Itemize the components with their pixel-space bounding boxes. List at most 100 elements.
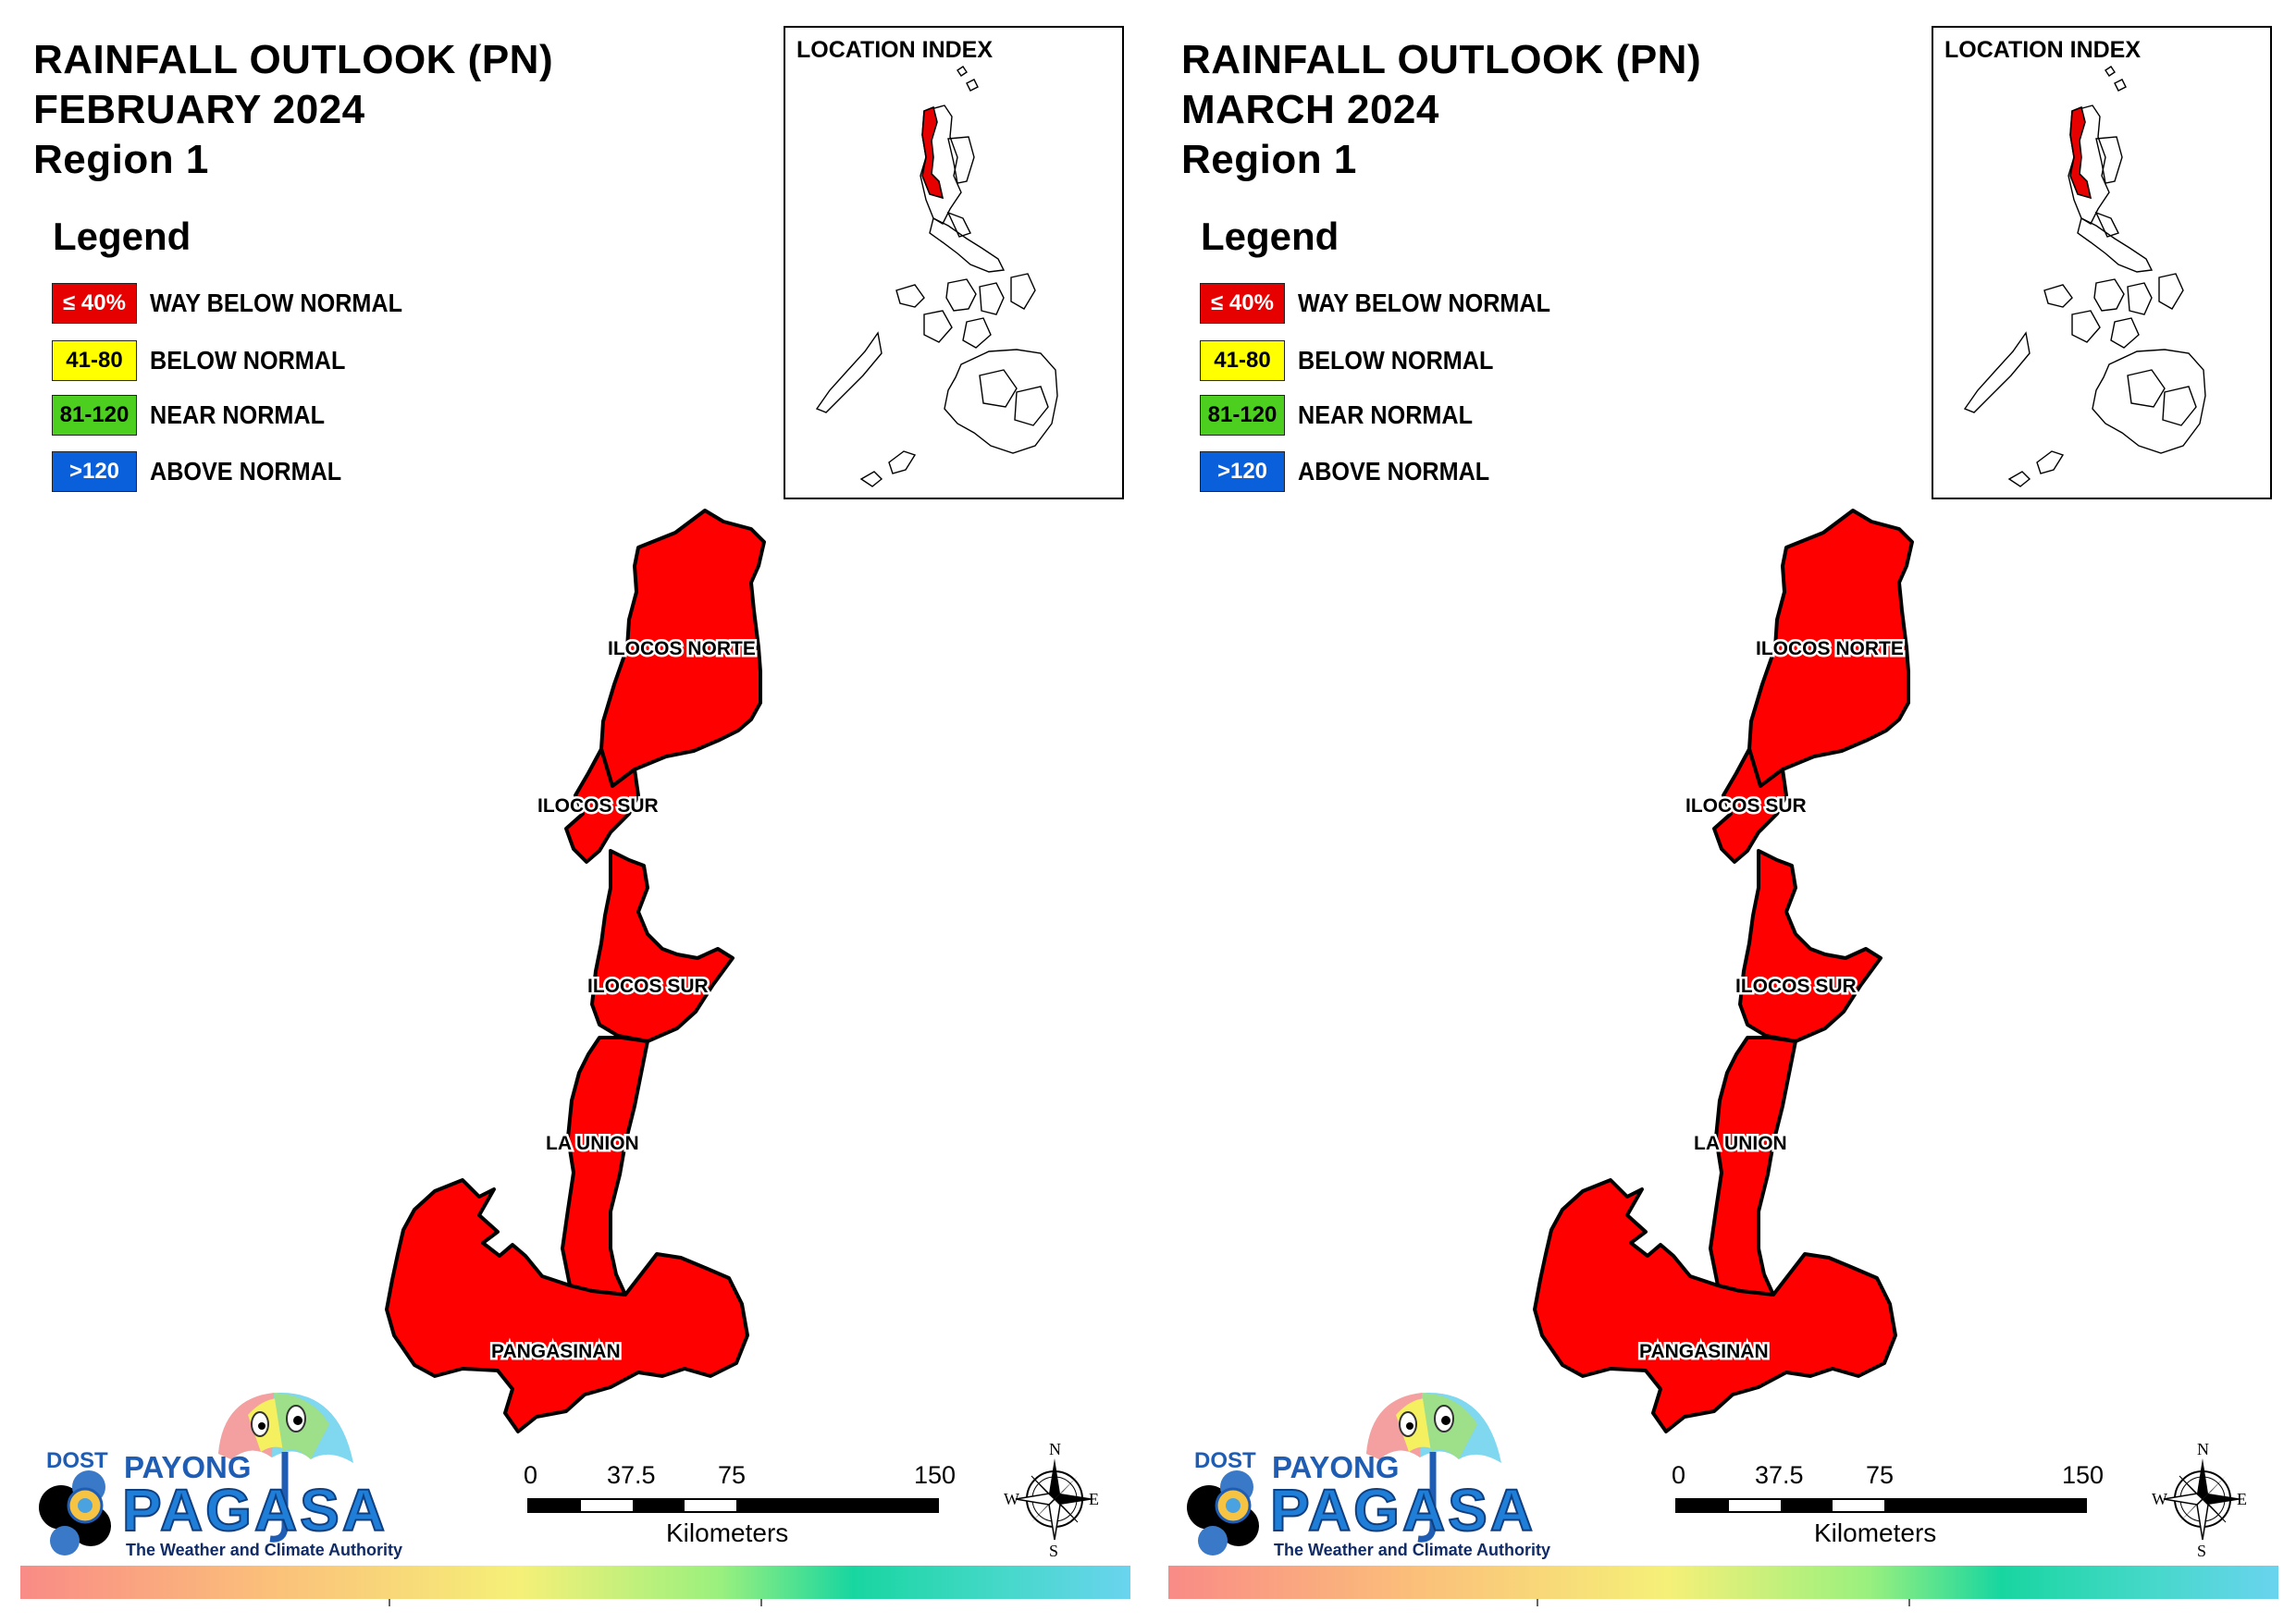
legend-item-above-normal: >120 ABOVE NORMAL	[1200, 450, 1511, 493]
region-1-province-map: ILOCOS NORTE ILOCOS SUR ILOCOS SUR LA UN…	[385, 509, 766, 1433]
legend-label: BELOW NORMAL	[150, 346, 346, 375]
outlook-panel-february: RAINFALL OUTLOOK (PN) FEBRUARY 2024 Regi…	[20, 26, 1130, 1606]
legend-swatch: ≤ 40%	[1200, 283, 1285, 324]
location-index-title: LOCATION INDEX	[1944, 37, 2142, 63]
province-label: ILOCOS SUR	[537, 795, 659, 817]
svg-text:W: W	[2152, 1490, 2167, 1508]
legend-item-above-normal: >120 ABOVE NORMAL	[52, 450, 363, 493]
svg-text:W: W	[1004, 1490, 1019, 1508]
svg-text:S: S	[2197, 1542, 2206, 1558]
location-index-box: LOCATION INDEX	[784, 26, 1124, 499]
scale-tick: 0	[1672, 1461, 1686, 1489]
province-label: LA UNION	[1694, 1133, 1787, 1154]
legend-swatch: ≤ 40%	[52, 283, 137, 324]
legend-title: Legend	[53, 215, 191, 258]
footer-gradient-bar	[20, 1566, 1130, 1599]
scale-tick: 37.5	[607, 1461, 656, 1489]
province-label: ILOCOS NORTE	[1756, 638, 1904, 659]
logo-payong: PAYONG	[124, 1450, 252, 1484]
legend-item-near-normal: 81-120 NEAR NORMAL	[52, 394, 344, 436]
scale-tick: 75	[1866, 1461, 1895, 1489]
compass-rose-icon: N S E W	[2152, 1440, 2247, 1558]
scale-tick: 75	[718, 1461, 747, 1489]
region-1-highlight	[2069, 105, 2092, 200]
title-region: Region 1	[1181, 137, 1357, 182]
province-ilocos-sur-south	[1738, 849, 1882, 1043]
location-index-title: LOCATION INDEX	[796, 37, 994, 63]
province-label: PANGASINAN	[491, 1341, 621, 1362]
map-title: RAINFALL OUTLOOK (PN) FEBRUARY 2024 Regi…	[33, 35, 553, 185]
scale-unit: Kilometers	[1814, 1518, 1937, 1547]
legend-item-way-below-normal: ≤ 40% WAY BELOW NORMAL	[52, 282, 430, 325]
umbrella-icon	[39, 1392, 353, 1555]
outlook-panel-march: RAINFALL OUTLOOK (PN) MARCH 2024 Region …	[1148, 0, 2296, 1623]
legend-label: ABOVE NORMAL	[1298, 457, 1490, 486]
logo-tagline: The Weather and Climate Authority	[126, 1541, 403, 1559]
footer-tick	[760, 1599, 762, 1606]
province-pangasinan	[1533, 1178, 1897, 1433]
logo-payong: PAYONG	[1272, 1450, 1400, 1484]
legend-label: ABOVE NORMAL	[150, 457, 342, 486]
title-month: MARCH 2024	[1181, 87, 1439, 132]
title-month: FEBRUARY 2024	[33, 87, 365, 132]
province-label: ILOCOS SUR	[1735, 976, 1857, 997]
province-ilocos-norte	[599, 509, 766, 788]
region-1-highlight	[921, 105, 944, 200]
philippines-index-map	[1963, 66, 2206, 487]
title-line-1: RAINFALL OUTLOOK (PN)	[33, 37, 554, 82]
province-la-union	[561, 1036, 649, 1297]
legend-swatch: 81-120	[1200, 395, 1285, 436]
legend-item-below-normal: 41-80 BELOW NORMAL	[52, 339, 367, 382]
legend-label: WAY BELOW NORMAL	[150, 289, 403, 317]
scale-bar: 0 37.5 75 150 Kilometers	[1672, 1461, 2104, 1563]
legend-swatch: >120	[52, 451, 137, 492]
legend-label: NEAR NORMAL	[150, 400, 325, 429]
scale-tick: 0	[524, 1461, 538, 1489]
province-pangasinan	[385, 1178, 749, 1433]
scale-bar-graphic	[527, 1498, 939, 1513]
legend-swatch: >120	[1200, 451, 1285, 492]
philippines-index-map	[815, 66, 1058, 487]
svg-text:S: S	[1049, 1542, 1058, 1558]
scale-tick: 150	[2062, 1461, 2105, 1489]
legend-item-near-normal: 81-120 NEAR NORMAL	[1200, 394, 1492, 436]
umbrella-icon	[1187, 1392, 1501, 1555]
province-label: ILOCOS NORTE	[608, 638, 756, 659]
map-title: RAINFALL OUTLOOK (PN) MARCH 2024 Region …	[1181, 35, 1701, 185]
logo-pagasa: PAGASA	[1269, 1476, 1537, 1544]
svg-text:N: N	[2197, 1440, 2209, 1458]
compass-rose-icon: N S E W	[1004, 1440, 1099, 1558]
pagasa-logo: DOST PAYONG PAGASA The Weather and Clima…	[33, 1387, 402, 1563]
scale-bar: 0 37.5 75 150 Kilometers	[524, 1461, 956, 1563]
province-label: PANGASINAN	[1639, 1341, 1769, 1362]
footer-tick	[389, 1599, 390, 1606]
pagasa-logo: DOST PAYONG PAGASA The Weather and Clima…	[1181, 1387, 1550, 1563]
scale-bar-graphic	[1675, 1498, 2087, 1513]
location-index-box: LOCATION INDEX	[1932, 26, 2272, 499]
scale-unit: Kilometers	[666, 1518, 789, 1547]
legend-label: NEAR NORMAL	[1298, 400, 1473, 429]
footer-tick	[1537, 1599, 1538, 1606]
legend-swatch: 81-120	[52, 395, 137, 436]
logo-tagline: The Weather and Climate Authority	[1274, 1541, 1551, 1559]
province-ilocos-norte	[1747, 509, 1914, 788]
legend-label: WAY BELOW NORMAL	[1298, 289, 1551, 317]
province-label: ILOCOS SUR	[587, 976, 709, 997]
scale-tick: 37.5	[1755, 1461, 1804, 1489]
logo-dost: DOST	[1194, 1448, 1256, 1473]
province-ilocos-sur-south	[590, 849, 734, 1043]
region-1-province-map: ILOCOS NORTE ILOCOS SUR ILOCOS SUR LA UN…	[1533, 509, 1914, 1433]
legend-swatch: 41-80	[1200, 340, 1285, 381]
legend-title: Legend	[1201, 215, 1339, 258]
footer-gradient-bar	[1168, 1566, 2278, 1599]
province-ilocos-sur-north	[1712, 747, 1788, 864]
footer-tick	[1908, 1599, 1910, 1606]
province-ilocos-sur-north	[564, 747, 640, 864]
logo-pagasa: PAGASA	[121, 1476, 389, 1544]
title-line-1: RAINFALL OUTLOOK (PN)	[1181, 37, 1702, 82]
province-label: LA UNION	[546, 1133, 639, 1154]
svg-text:N: N	[1049, 1440, 1061, 1458]
legend-swatch: 41-80	[52, 340, 137, 381]
logo-dost: DOST	[46, 1448, 108, 1473]
province-la-union	[1709, 1036, 1797, 1297]
